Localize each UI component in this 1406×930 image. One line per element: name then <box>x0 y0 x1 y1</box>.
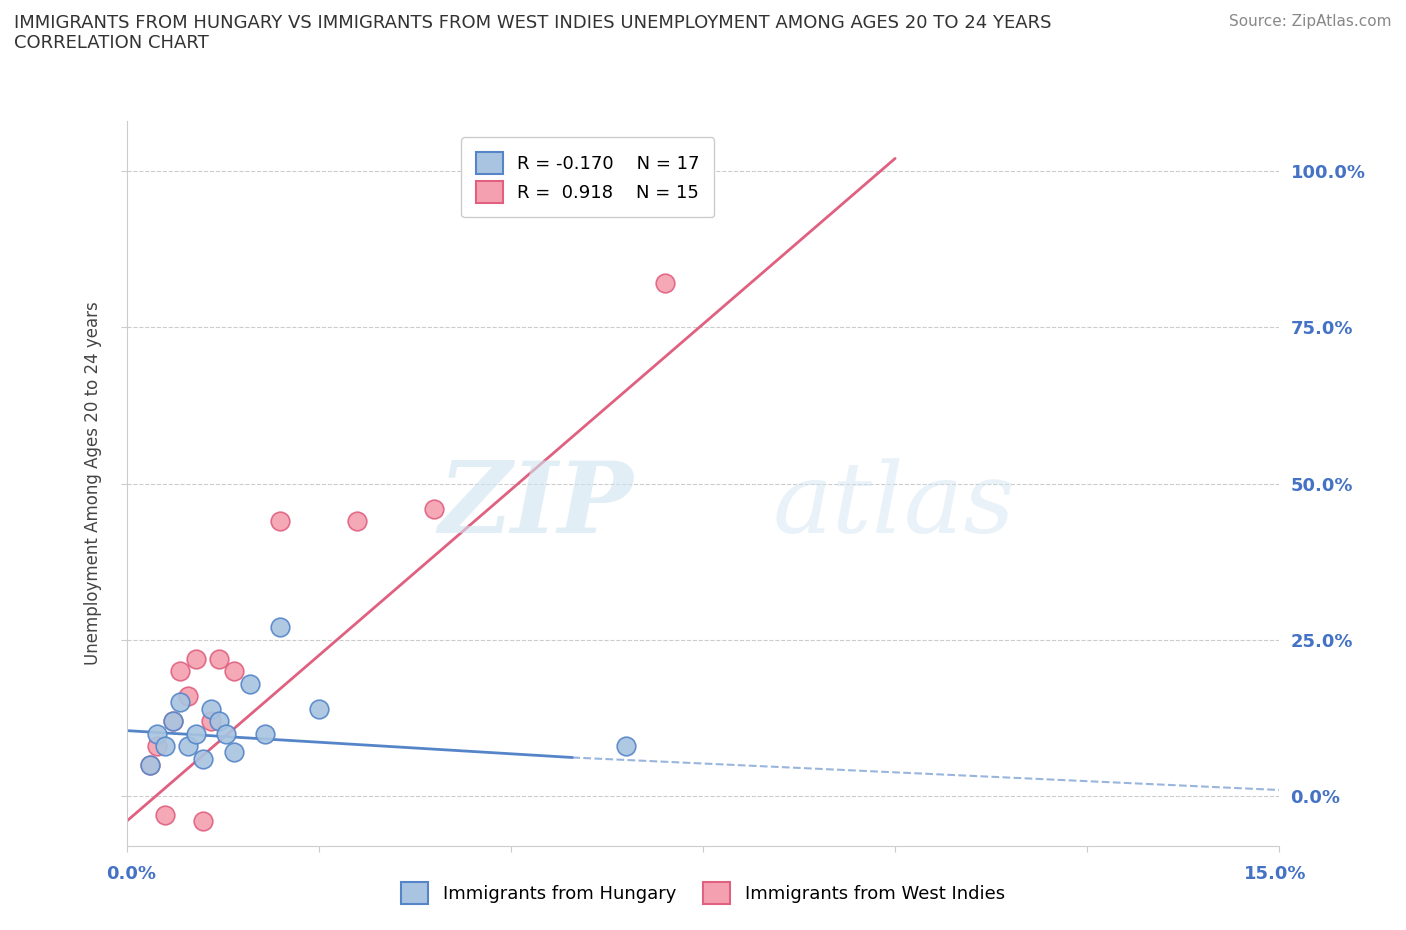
Point <box>153 738 176 753</box>
Legend: R = -0.170    N = 17, R =  0.918    N = 15: R = -0.170 N = 17, R = 0.918 N = 15 <box>461 138 714 218</box>
Text: atlas: atlas <box>772 458 1015 553</box>
Point <box>224 745 246 760</box>
Point <box>153 807 176 822</box>
Y-axis label: Unemployment Among Ages 20 to 24 years: Unemployment Among Ages 20 to 24 years <box>84 301 103 666</box>
Point <box>423 501 446 516</box>
Point <box>208 714 231 729</box>
Legend: Immigrants from Hungary, Immigrants from West Indies: Immigrants from Hungary, Immigrants from… <box>394 875 1012 911</box>
Point <box>138 758 160 773</box>
Point <box>162 714 184 729</box>
Point <box>184 651 207 666</box>
Point <box>269 620 291 635</box>
Point <box>208 651 231 666</box>
Text: Source: ZipAtlas.com: Source: ZipAtlas.com <box>1229 14 1392 29</box>
Point <box>177 738 200 753</box>
Text: 0.0%: 0.0% <box>105 865 156 883</box>
Text: CORRELATION CHART: CORRELATION CHART <box>14 34 209 52</box>
Point <box>215 726 238 741</box>
Point <box>184 726 207 741</box>
Point <box>269 513 291 528</box>
Text: ZIP: ZIP <box>439 458 634 553</box>
Point <box>238 676 260 691</box>
Text: IMMIGRANTS FROM HUNGARY VS IMMIGRANTS FROM WEST INDIES UNEMPLOYMENT AMONG AGES 2: IMMIGRANTS FROM HUNGARY VS IMMIGRANTS FR… <box>14 14 1052 32</box>
Point <box>138 758 160 773</box>
Point <box>200 714 222 729</box>
Text: 15.0%: 15.0% <box>1244 865 1306 883</box>
Point <box>169 664 191 679</box>
Point <box>200 701 222 716</box>
Point <box>654 276 676 291</box>
Point <box>193 751 215 766</box>
Point <box>253 726 276 741</box>
Point <box>146 738 169 753</box>
Point <box>614 738 637 753</box>
Point <box>177 689 200 704</box>
Point <box>146 726 169 741</box>
Point <box>162 714 184 729</box>
Point <box>193 814 215 829</box>
Point <box>346 513 368 528</box>
Point <box>224 664 246 679</box>
Point <box>169 695 191 710</box>
Point <box>308 701 330 716</box>
